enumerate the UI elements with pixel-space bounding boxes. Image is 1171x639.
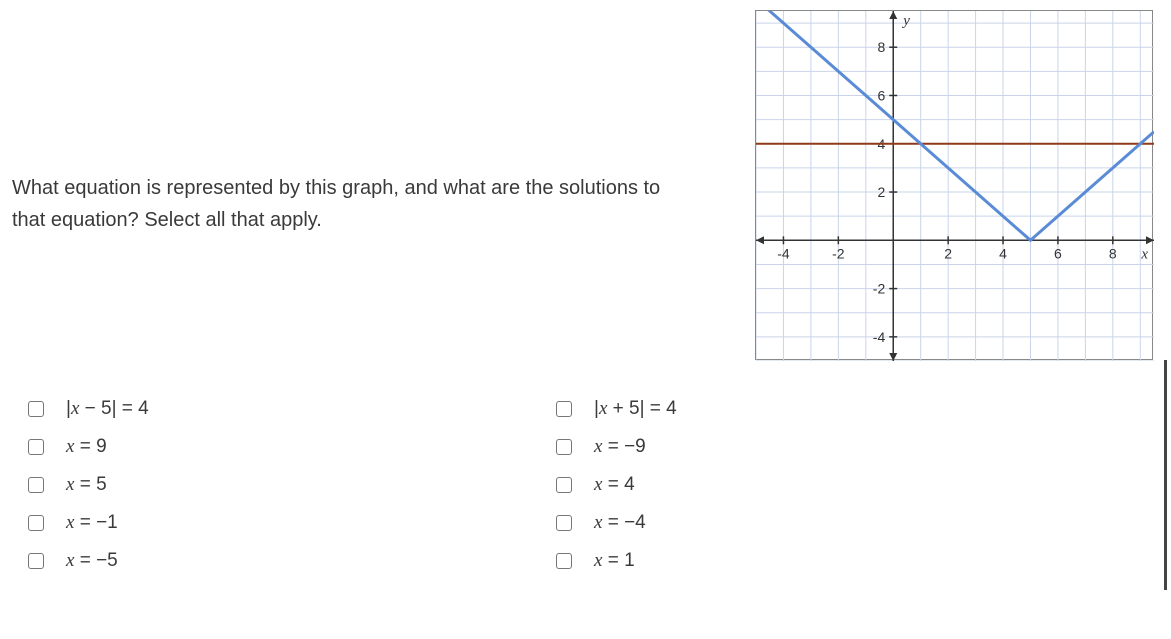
option-label: |x + 5| = 4 <box>594 398 677 420</box>
options-column-left: |x − 5| = 4 x = 9 x = 5 x = −1 x = −5 <box>28 398 149 588</box>
checkbox-icon[interactable] <box>556 515 572 531</box>
svg-text:-4: -4 <box>873 329 886 345</box>
checkbox-icon[interactable] <box>28 515 44 531</box>
options-column-right: |x + 5| = 4 x = −9 x = 4 x = −4 x = 1 <box>556 398 677 588</box>
svg-text:2: 2 <box>877 184 885 200</box>
coordinate-graph: -4-22468-4-22468yx <box>755 10 1153 360</box>
option-label: x = 4 <box>594 474 635 496</box>
option-label: x = 5 <box>66 474 107 496</box>
checkbox-icon[interactable] <box>28 439 44 455</box>
answer-option[interactable]: x = −9 <box>556 436 677 458</box>
option-label: x = −9 <box>594 436 646 458</box>
checkbox-icon[interactable] <box>556 439 572 455</box>
svg-text:x: x <box>1140 246 1148 262</box>
checkbox-icon[interactable] <box>28 553 44 569</box>
option-label: x = −1 <box>66 512 118 534</box>
svg-text:8: 8 <box>877 39 885 55</box>
svg-text:2: 2 <box>944 245 952 261</box>
svg-text:y: y <box>901 13 910 29</box>
answer-option[interactable]: x = −4 <box>556 512 677 534</box>
answer-option[interactable]: |x + 5| = 4 <box>556 398 677 420</box>
page-border-right <box>1164 360 1167 590</box>
checkbox-icon[interactable] <box>556 401 572 417</box>
question-line1: What equation is represented by this gra… <box>12 177 660 199</box>
svg-text:6: 6 <box>877 87 885 103</box>
option-label: x = −4 <box>594 512 646 534</box>
svg-text:-4: -4 <box>777 245 790 261</box>
option-label: x = 9 <box>66 436 107 458</box>
answer-option[interactable]: x = 5 <box>28 474 149 496</box>
svg-text:-2: -2 <box>832 245 845 261</box>
svg-text:-2: -2 <box>873 281 886 297</box>
option-label: x = 1 <box>594 550 635 572</box>
checkbox-icon[interactable] <box>28 477 44 493</box>
option-label: |x − 5| = 4 <box>66 398 149 420</box>
svg-text:8: 8 <box>1109 245 1117 261</box>
answer-option[interactable]: x = −1 <box>28 512 149 534</box>
answer-option[interactable]: x = 4 <box>556 474 677 496</box>
answer-option[interactable]: x = 9 <box>28 436 149 458</box>
answer-option[interactable]: |x − 5| = 4 <box>28 398 149 420</box>
svg-text:4: 4 <box>999 245 1007 261</box>
svg-text:6: 6 <box>1054 245 1062 261</box>
answer-option[interactable]: x = 1 <box>556 550 677 572</box>
checkbox-icon[interactable] <box>556 477 572 493</box>
question-line2: that equation? Select all that apply. <box>12 209 322 231</box>
answer-option[interactable]: x = −5 <box>28 550 149 572</box>
checkbox-icon[interactable] <box>556 553 572 569</box>
option-label: x = −5 <box>66 550 118 572</box>
checkbox-icon[interactable] <box>28 401 44 417</box>
question-prompt: What equation is represented by this gra… <box>12 172 712 236</box>
